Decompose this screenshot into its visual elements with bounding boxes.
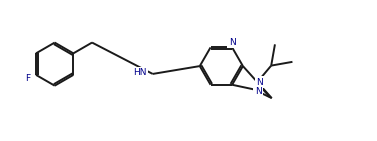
Text: N: N — [256, 78, 263, 87]
Text: F: F — [25, 74, 30, 83]
Text: HN: HN — [133, 68, 147, 77]
Text: N: N — [229, 38, 236, 47]
Text: N: N — [255, 87, 262, 96]
